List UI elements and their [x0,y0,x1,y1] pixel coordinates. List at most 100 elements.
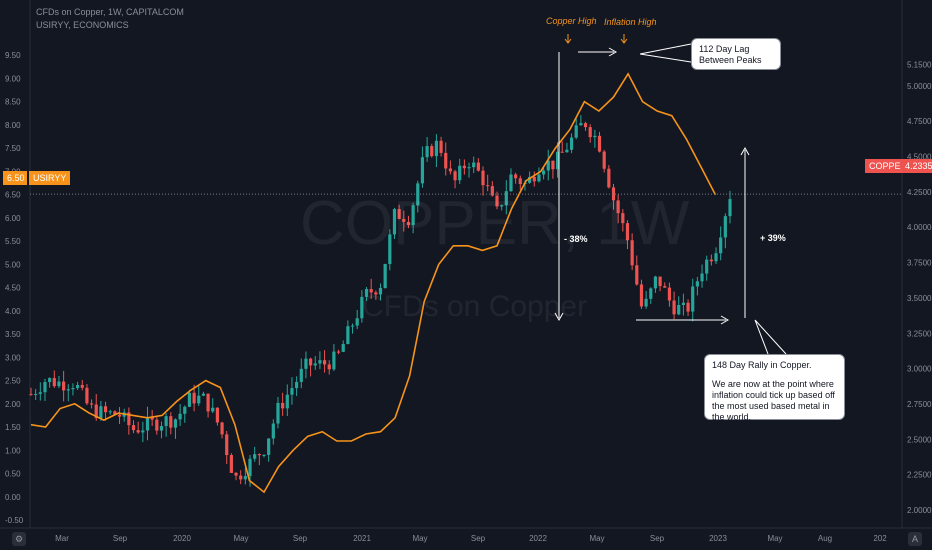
usiryy-line [30,72,717,494]
copper-candle-body [201,393,206,396]
copper-candle-body [192,392,196,404]
auto-scale-button[interactable]: A [908,532,922,546]
usiryy-last-value: 6.50 [3,171,27,185]
copper-candle-body [29,394,33,396]
copper-candle-body [583,123,588,128]
left-tick-label: 6.00 [5,214,21,223]
copper-candle-body [220,422,224,435]
right-tick-label: 3.0000 [907,365,932,374]
drop-arrow-head [554,312,564,322]
left-tick-label: 6.50 [5,191,21,200]
copper-candle-body [350,325,355,327]
copper-candle-body [71,388,75,390]
copper-candle-body [714,253,718,262]
copper-candle-body [173,419,178,428]
copper-candle-body [299,368,303,382]
copper-candle-body [681,302,685,305]
copper-candle-body [131,425,136,431]
copper-candle-body [229,455,233,473]
copper-candle-body [290,388,294,395]
copper-candle-body [257,454,261,456]
copper-candle-body [444,152,448,169]
copper-candle-body [514,174,518,179]
right-tick-label: 3.2500 [907,329,932,338]
copper-candle-body [374,292,378,295]
rally-callout-pointer [754,319,787,355]
left-tick-label: 2.00 [5,400,21,409]
left-tick-label: 4.00 [5,307,21,316]
copper-candle-body [467,167,471,169]
copper-candle-body [555,151,560,170]
rally-callout: 148 Day Rally in Copper. We are now at t… [704,354,845,422]
time-tick-label: May [233,534,248,543]
drop-percent-label: - 38% [564,234,588,244]
right-tick-label: 3.5000 [907,294,932,303]
copper-candle-body [304,358,308,369]
time-tick-label: Mar [55,534,69,543]
copper-candle-body [327,364,331,370]
copper-candle-body [197,395,201,404]
copper-candle-body [402,218,406,222]
copper-candle-body [313,363,317,366]
copper-candle-body [99,406,103,419]
left-tick-label: -0.50 [5,516,24,525]
copper-candle-body [490,186,494,196]
copper-candle-body [267,438,271,455]
copper-candle-body [150,417,154,420]
copper-candle-body [276,402,280,424]
copper-candle-body [542,170,546,175]
copper-candle-body [677,304,681,315]
time-tick-label: 202 [873,534,887,543]
copper-candle-body [430,146,434,157]
copper-candle-body [34,393,38,395]
copper-candle-body [127,412,131,426]
copper-candle-body [602,151,606,169]
copper-candle-body [579,123,583,126]
left-tick-label: 7.50 [5,144,21,153]
lag-callout: 112 Day Lag Between Peaks [691,38,781,70]
copper-candle-body [239,475,243,480]
copper-candle-body [383,264,387,289]
usiryy-symbol-tag: USIRYY [29,171,71,185]
copper-candle-body [639,284,644,307]
left-tick-label: 1.50 [5,423,21,432]
copper-candle-body [336,351,341,353]
time-tick-label: Aug [818,534,832,543]
copper-candle-body [169,416,173,428]
copper-candle-body [728,199,732,217]
copper-candle-body [183,406,187,414]
copper-candle-body [341,343,345,352]
copper-candle-body [574,125,578,138]
left-tick-label: 5.50 [5,237,21,246]
copper-candle-body [117,414,122,417]
copper-candle-body [369,289,373,293]
copper-candle-body [472,162,476,168]
left-tick-label: 9.50 [5,51,21,60]
right-tick-label: 4.2500 [907,188,932,197]
copper-candle-body [616,200,620,214]
copper-candle-body [597,135,602,152]
left-tick-label: 2.50 [5,377,21,386]
copper-candle-body [588,127,592,138]
copper-candle-body [462,165,466,169]
time-tick-label: 2022 [529,534,547,543]
copper-candle-body [178,413,182,420]
copper-candle-body [76,384,80,389]
copper-candle-body [164,416,168,426]
right-tick-label: 5.0000 [907,82,932,91]
copper-candle-body [593,135,597,138]
copper-candle-body [332,351,336,370]
copper-candle-body [439,140,443,153]
copper-candle-body [411,205,415,225]
settings-icon[interactable]: ⚙ [12,532,26,546]
copper-symbol-tag: COPPER [865,159,912,173]
right-tick-label: 4.5000 [907,152,932,161]
left-tick-label: 1.00 [5,446,21,455]
copper-candle-body [546,160,550,171]
left-tick-label: 3.00 [5,353,21,362]
time-tick-label: 2020 [173,534,191,543]
lag-callout-text: 112 Day Lag Between Peaks [699,44,762,65]
copper-candle-body [667,287,672,301]
copper-candle-body [719,237,723,254]
